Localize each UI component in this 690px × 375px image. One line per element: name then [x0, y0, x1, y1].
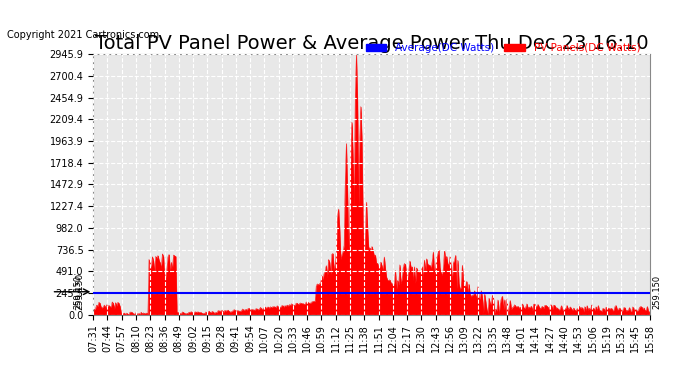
Title: Total PV Panel Power & Average Power Thu Dec 23 16:10: Total PV Panel Power & Average Power Thu… — [95, 34, 648, 53]
Text: 259.150: 259.150 — [75, 273, 84, 310]
Text: Copyright 2021 Cartronics.com: Copyright 2021 Cartronics.com — [7, 30, 159, 40]
Text: 259.150: 259.150 — [73, 275, 82, 309]
Text: 259.150: 259.150 — [652, 275, 661, 309]
Legend: Average(DC Watts), PV Panels(DC Watts): Average(DC Watts), PV Panels(DC Watts) — [362, 39, 644, 57]
